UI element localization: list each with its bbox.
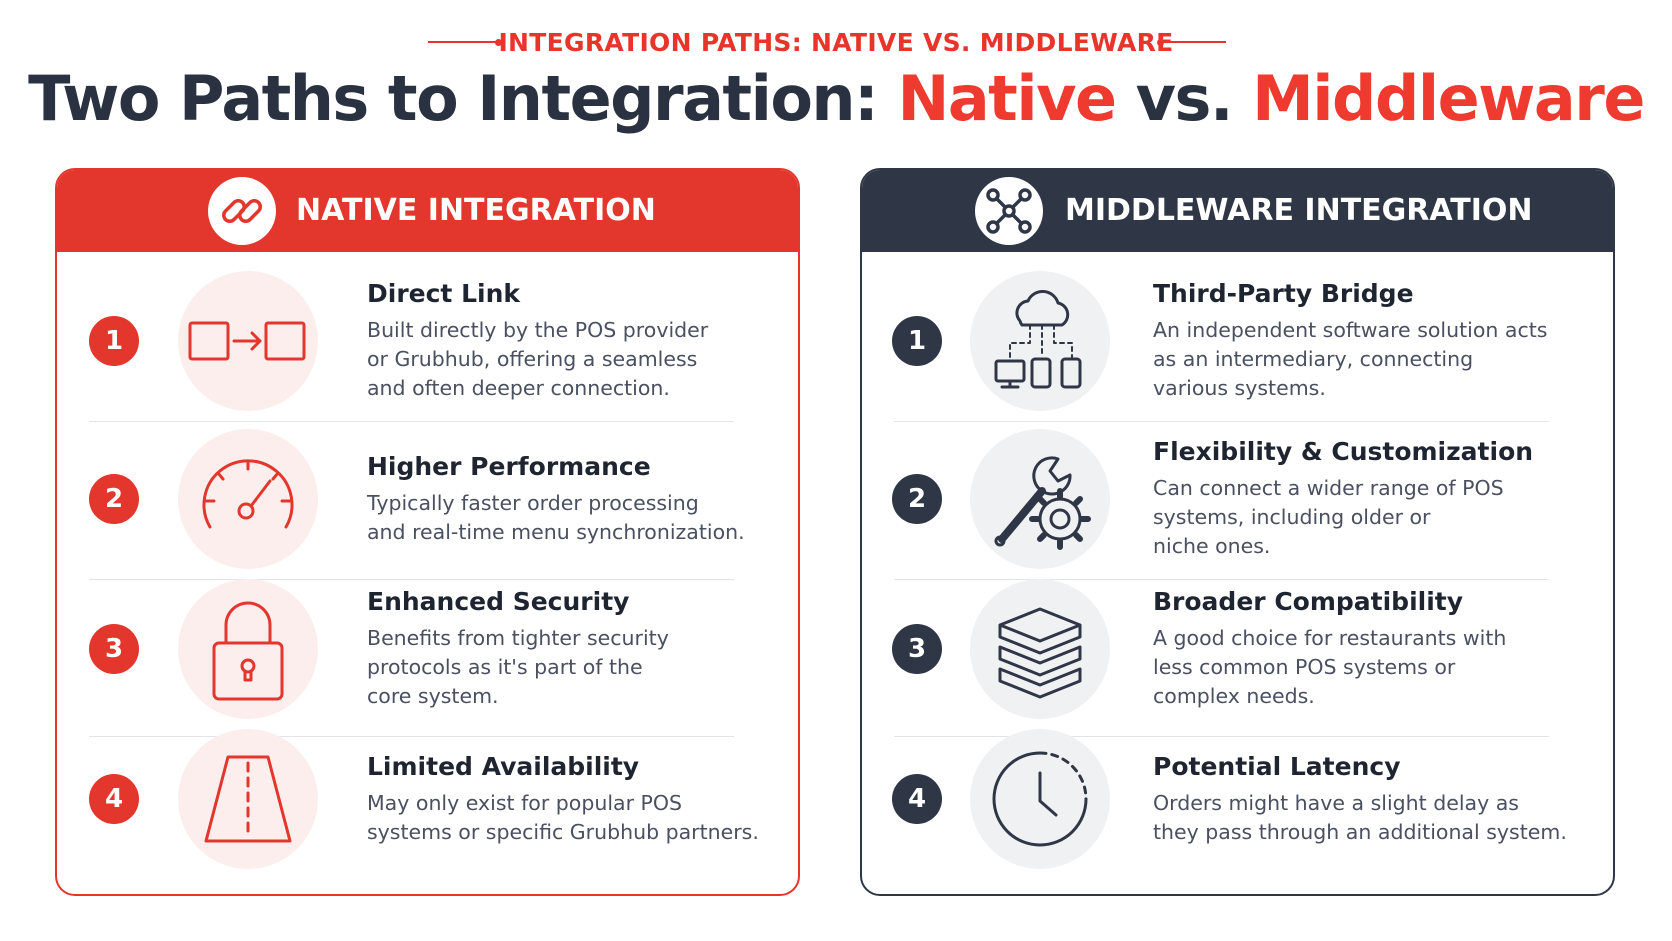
step-line: and real-time menu synchronization. xyxy=(367,519,745,544)
step-line: protocols as it's part of the xyxy=(367,655,643,679)
title-middleware: Middleware xyxy=(1252,62,1645,135)
panel: MIDDLEWARE INTEGRATION 1 Third-Party Bridg… xyxy=(860,168,1615,896)
step-title: Third-Party Bridge xyxy=(1153,279,1414,308)
icon-graphic xyxy=(204,755,292,843)
icon-graphic xyxy=(992,751,1088,847)
step-number: 1 xyxy=(89,316,139,366)
step-icon xyxy=(178,271,318,411)
step-text: Third-Party Bridge An independent softwar… xyxy=(1153,266,1547,416)
step-line: May only exist for popular POS xyxy=(367,790,683,815)
icon-graphic xyxy=(212,601,284,701)
icon-graphic xyxy=(188,321,306,361)
decor-rule xyxy=(1160,41,1226,43)
step-icon xyxy=(970,429,1110,569)
step-line: as an intermediary, connecting xyxy=(1153,347,1474,371)
decor-dot xyxy=(495,39,502,46)
step-line: systems or specific Grubhub partners. xyxy=(367,819,759,844)
header-badge xyxy=(975,177,1043,245)
step-number: 3 xyxy=(89,624,139,674)
step-number: 4 xyxy=(892,774,942,824)
step-title: Flexibility & Customization xyxy=(1153,437,1534,466)
step-line: less common POS systems or xyxy=(1153,655,1456,679)
icon-graphic xyxy=(202,459,294,529)
step-line: complex needs. xyxy=(1153,684,1315,708)
step-title: Direct Link xyxy=(367,279,521,308)
step-line: various systems. xyxy=(1153,376,1326,400)
step-line: Benefits from tighter security xyxy=(367,626,669,650)
panel-header: NATIVE INTEGRATION xyxy=(57,170,798,252)
title-native: Native xyxy=(897,62,1117,135)
icon-graphic xyxy=(998,607,1082,699)
row-divider xyxy=(894,579,1549,580)
row-divider xyxy=(894,736,1549,737)
step-title: Enhanced Security xyxy=(367,587,630,616)
step-number: 3 xyxy=(892,624,942,674)
row-divider xyxy=(89,736,734,737)
step-icon xyxy=(970,729,1110,869)
step-number: 2 xyxy=(89,474,139,524)
row-divider xyxy=(89,579,734,580)
step-line: core system. xyxy=(367,684,499,708)
badge-icon xyxy=(986,188,1032,234)
badge-icon xyxy=(222,199,262,223)
panel-title: NATIVE INTEGRATION xyxy=(296,193,656,228)
step-title: Limited Availability xyxy=(367,751,640,781)
step-line: Built directly by the POS provider xyxy=(367,318,709,342)
step-icon xyxy=(178,429,318,569)
row-divider xyxy=(894,421,1549,422)
step-text: Limited Availability May only exist for p… xyxy=(367,724,759,874)
step-line: Orders might have a slight delay as xyxy=(1153,790,1519,815)
step-line: A good choice for restaurants with xyxy=(1153,626,1507,650)
step-number: 4 xyxy=(89,774,139,824)
step-line: systems, including older or xyxy=(1153,505,1431,529)
panel-header: MIDDLEWARE INTEGRATION xyxy=(862,170,1613,252)
step-text: Enhanced Security Benefits from tighter s… xyxy=(367,574,669,724)
step-number: 1 xyxy=(892,316,942,366)
row-divider xyxy=(89,421,734,422)
step-line: Typically faster order processing xyxy=(367,490,699,515)
step-line: An independent software solution acts xyxy=(1153,318,1548,342)
step-text: Flexibility & Customization Can connect a… xyxy=(1153,424,1533,574)
title-lead: Two Paths to Integration: xyxy=(28,62,879,135)
step-title: Potential Latency xyxy=(1153,751,1401,781)
title-joiner: vs. xyxy=(1135,62,1234,135)
panel-title: MIDDLEWARE INTEGRATION xyxy=(1065,193,1533,228)
step-text: Broader Compatibility A good choice for r… xyxy=(1153,574,1506,724)
step-text: Higher Performance Typically faster order… xyxy=(367,424,745,574)
step-line: they pass through an additional system. xyxy=(1153,819,1567,844)
main-title: Two Paths to Integration: Native vs. Mid… xyxy=(0,62,1672,135)
step-title: Broader Compatibility xyxy=(1153,587,1464,616)
step-text: Direct Link Built directly by the POS pro… xyxy=(367,266,708,416)
step-line: and often deeper connection. xyxy=(367,376,670,400)
icon-graphic xyxy=(994,290,1082,389)
step-line: Can connect a wider range of POS xyxy=(1153,476,1504,500)
decor-rule xyxy=(428,41,498,43)
step-line: or Grubhub, offering a seamless xyxy=(367,347,698,371)
header-badge xyxy=(208,177,276,245)
step-number: 2 xyxy=(892,474,942,524)
step-icon xyxy=(970,271,1110,411)
panel: NATIVE INTEGRATION 1 Direct Link Built dire… xyxy=(55,168,800,896)
step-text: Potential Latency Orders might have a sli… xyxy=(1153,724,1567,874)
icon-graphic xyxy=(994,456,1091,550)
step-icon xyxy=(970,579,1110,719)
step-title: Higher Performance xyxy=(367,451,651,481)
eyebrow: INTEGRATION PATHS: NATIVE VS. MIDDLEWARE xyxy=(498,28,1174,57)
step-icon xyxy=(178,729,318,869)
step-line: niche ones. xyxy=(1153,534,1271,558)
step-icon xyxy=(178,579,318,719)
